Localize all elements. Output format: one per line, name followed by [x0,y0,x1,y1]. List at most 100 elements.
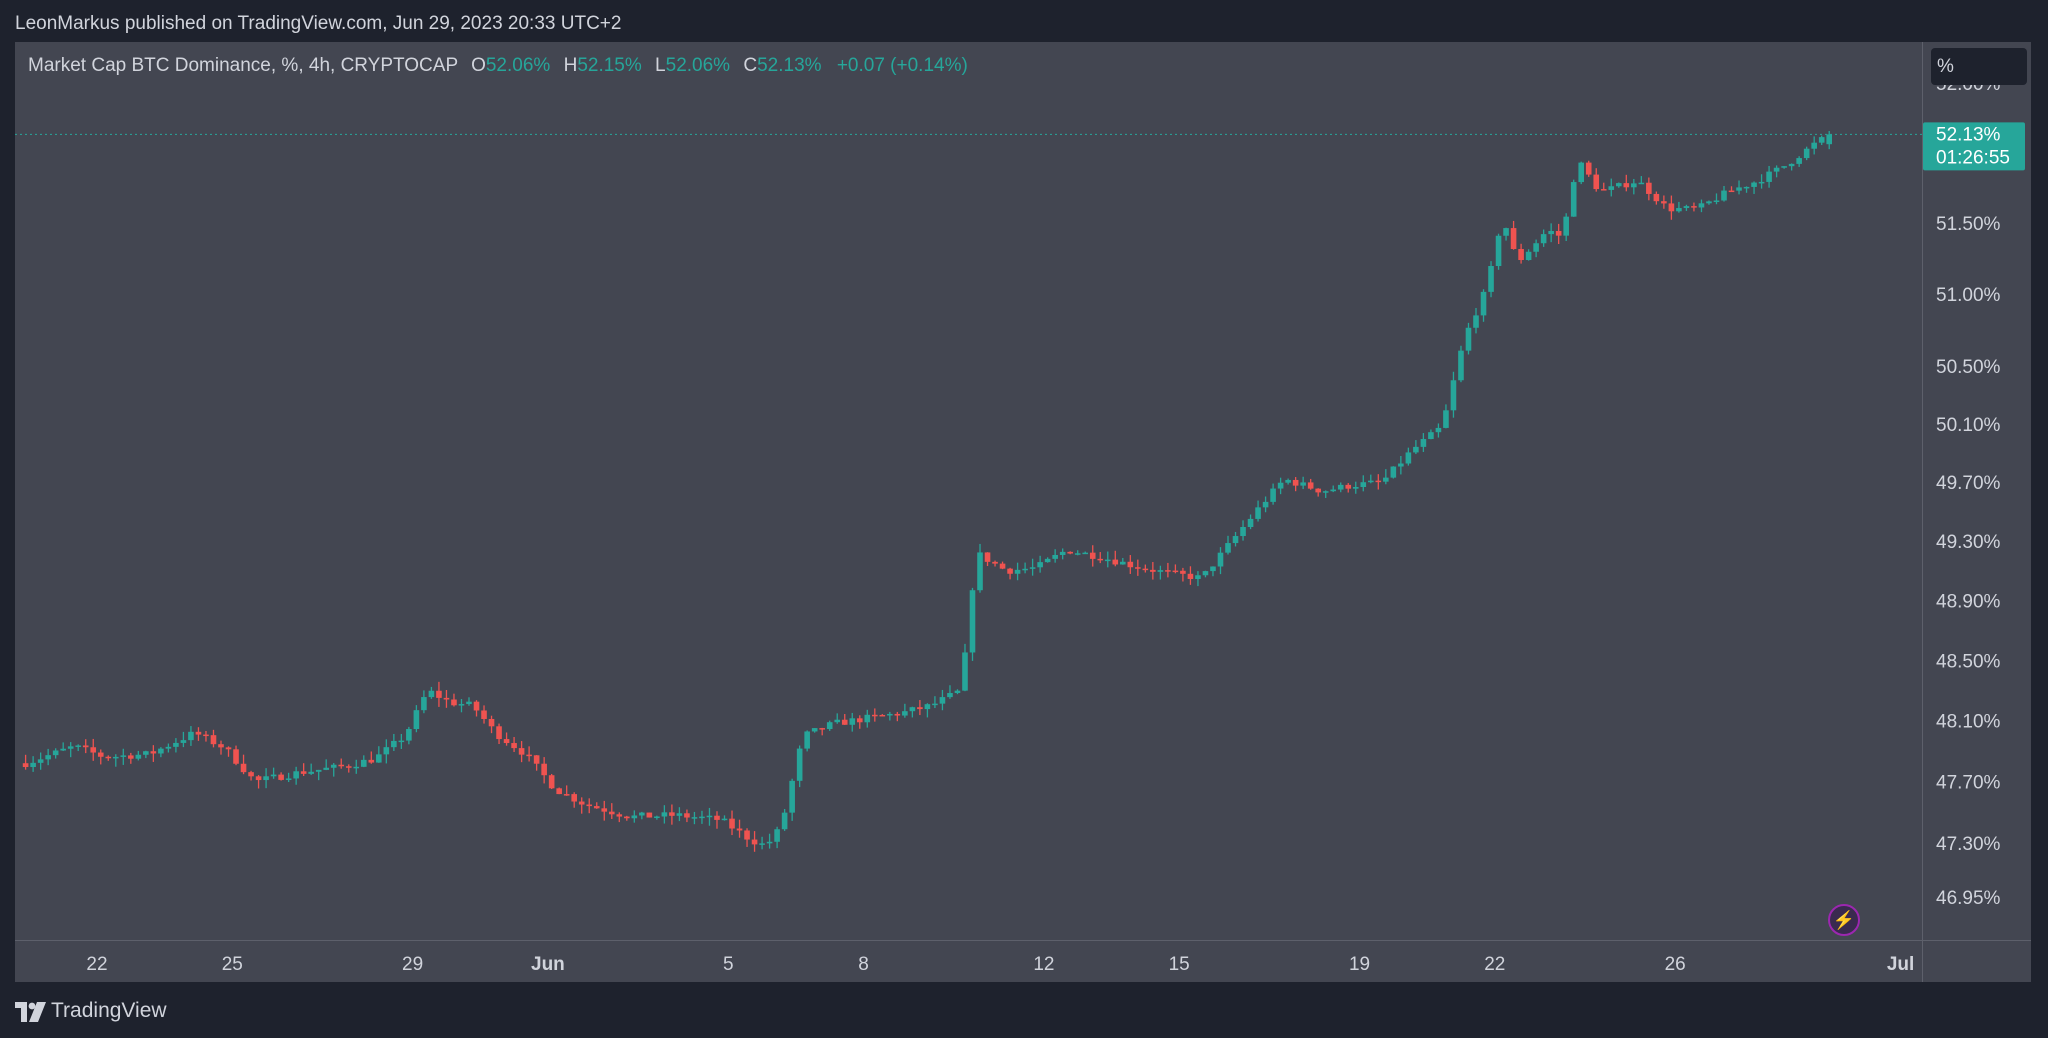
last-price-badge [1923,122,2025,171]
candle-body [345,766,352,768]
candle-body [1751,182,1757,187]
candle-body [1300,482,1306,486]
candle-body [639,812,645,816]
candle-body [1150,569,1156,572]
candle-body [856,718,863,723]
candle-body [1074,553,1081,555]
candle-body [699,816,705,819]
candle-body [120,755,127,757]
lightning-bolt-icon[interactable]: ⚡ [1828,904,1860,936]
candle-body [1585,162,1592,175]
price-scale[interactable] [1923,42,2031,940]
candle-body [30,762,36,768]
candle-body [263,776,269,781]
candle-body [1007,568,1013,574]
candle-body [1255,507,1261,519]
candle-body [1097,558,1104,561]
candle-body [248,772,254,777]
candle-body [646,812,653,818]
candle-body [1157,570,1164,572]
candle-body [917,707,923,710]
candle-body [999,563,1006,569]
candle-body [962,652,968,691]
time-scale-label: 5 [723,954,734,975]
legend-low-value: 52.06% [665,55,731,76]
candle-body [533,755,540,764]
time-scale[interactable] [15,940,1923,982]
candle-body [488,718,495,727]
time-scale-label: 12 [1033,954,1054,975]
candle-body [1623,183,1630,188]
candle-body [1262,501,1269,508]
candle-body [789,780,795,813]
bar-countdown: 01:26:55 [1936,147,2010,168]
candle-body [736,828,743,831]
candle-body [624,816,630,819]
candle-body [421,697,427,711]
candle-body [165,746,172,749]
candle-body [52,750,59,756]
candle-body [1089,552,1096,559]
candle-body [1533,243,1539,252]
candle-body [1375,480,1382,483]
candle-body [654,816,660,819]
candle-body [586,804,593,807]
candle-body [466,701,472,705]
candle-body [1713,200,1720,203]
candle-body [924,704,931,710]
candle-body [1503,228,1509,236]
candle-body [1029,567,1036,569]
candle-body [1736,187,1742,191]
time-scale-label: 26 [1665,954,1686,975]
price-scale-divider [1922,42,1923,982]
candle-body [1232,536,1239,544]
candle-body [180,740,187,743]
candle-body [1014,569,1021,574]
candle-body [1413,446,1419,453]
candle-body [1202,571,1209,576]
candle-body [1112,559,1119,565]
candle-body [894,713,901,716]
candle-body [744,830,750,840]
publisher-line: LeonMarkus published on TradingView.com,… [15,13,622,34]
candle-body [1398,463,1404,467]
chart-pane[interactable] [15,42,1923,940]
candle-body [300,771,307,774]
candle-body [1285,479,1291,483]
candle-body [383,747,390,755]
candle-body [1082,552,1089,555]
candle-body [1217,552,1224,567]
candle-body [1210,566,1216,572]
candle-body [954,690,961,694]
candle-body [150,751,157,754]
candle-body [1653,193,1660,202]
candle-body [360,759,367,767]
candle-body [481,710,487,719]
symbol-legend[interactable]: Market Cap BTC Dominance, %, 4h, CRYPTOC… [28,55,968,77]
candle-body [593,806,600,809]
candle-body [428,690,435,698]
candle-body [353,766,360,769]
candle-body [413,710,420,730]
candle-body [1563,216,1569,236]
candle-body [255,776,262,781]
candle-body [97,752,104,757]
candle-body [60,748,66,751]
candle-body [210,735,217,745]
candle-body [932,703,938,706]
publisher-bar: LeonMarkus published on TradingView.com,… [0,0,2048,42]
price-scale-unit-button[interactable]: % [1931,48,2027,85]
candle-body [1420,439,1427,447]
candle-body [451,699,457,706]
candle-body [1698,203,1705,208]
candle-body [616,814,623,817]
candle-body [218,744,224,748]
candle-body [293,771,299,779]
candle-body [751,839,758,845]
candle-body [1292,479,1299,486]
time-scale-divider [15,940,2031,941]
candle-body [992,561,998,564]
candle-body [1037,562,1043,568]
price-scale-label: 51.00% [1936,285,2001,306]
candle-body [1796,158,1802,164]
